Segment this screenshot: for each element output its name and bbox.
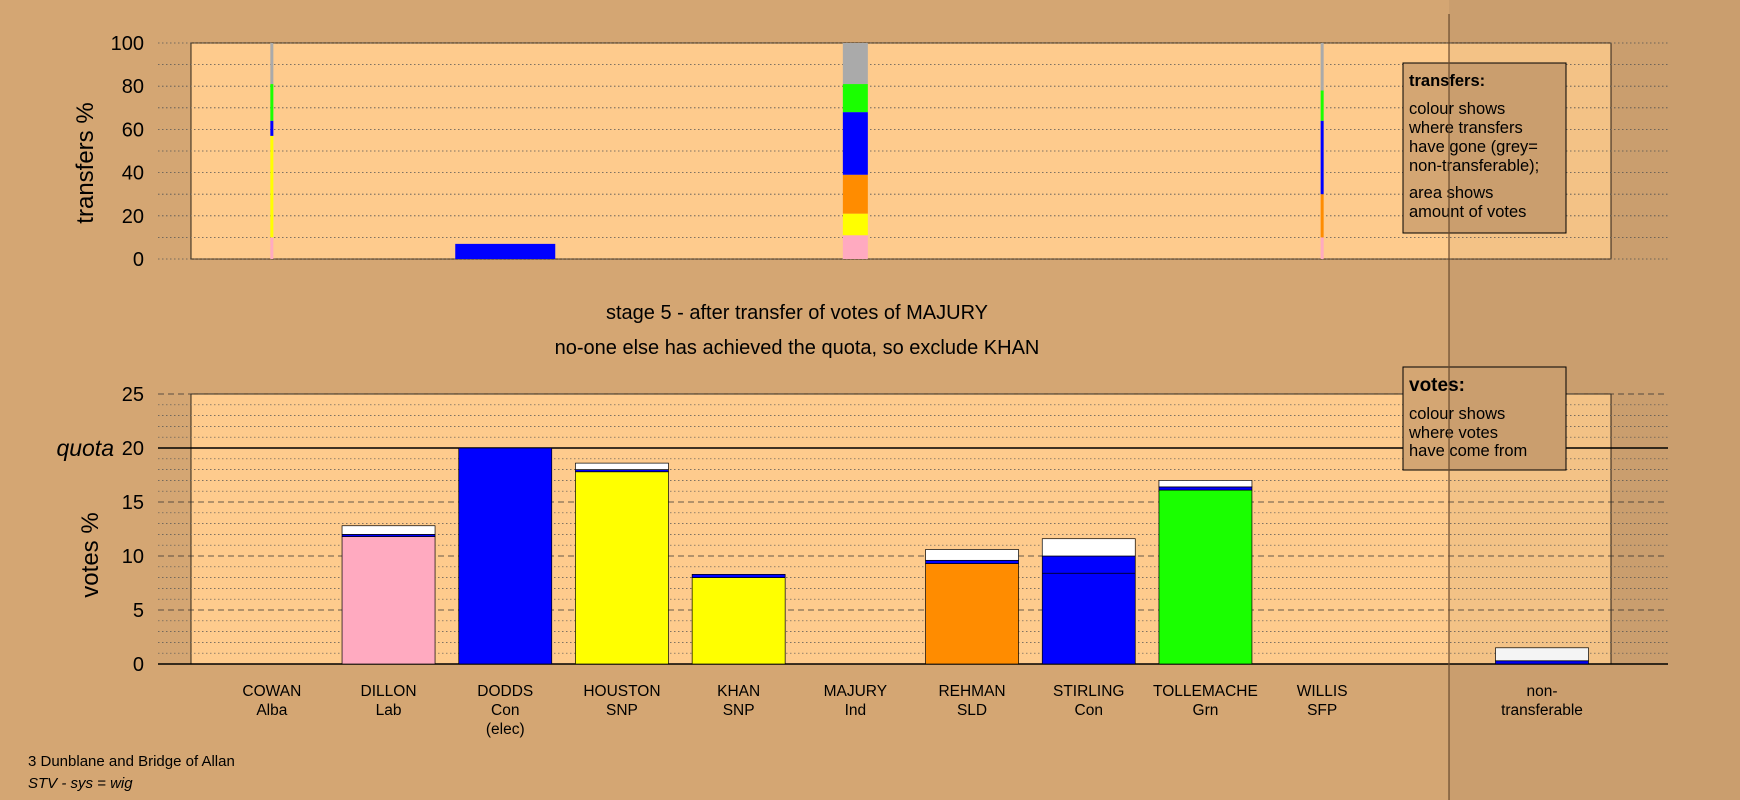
candidate-party: SFP — [1307, 702, 1337, 719]
transfer-bar-segment — [270, 43, 274, 85]
stage-subtitle: no-one else has achieved the quota, so e… — [555, 337, 1040, 359]
nontransferable-label: transferable — [1501, 702, 1583, 719]
candidate-labels: COWAN Alba DILLON Lab DODDS Con (elec) HOUSTON S… — [242, 683, 1583, 738]
transfers-tick-label: 100 — [111, 33, 144, 55]
nontransferable-label: non- — [1526, 683, 1557, 700]
votes-tick-label: 15 — [122, 492, 144, 514]
candidate-party: Con — [1075, 702, 1103, 719]
vote-bar-segment — [575, 471, 669, 665]
transfers-legend-line: have gone (grey= — [1409, 138, 1538, 156]
candidate-name: TOLLEMACHE — [1153, 683, 1258, 700]
transfers-tick-label: 80 — [122, 76, 144, 98]
transfers-legend-line: colour shows — [1409, 100, 1505, 118]
votes-legend-line: have come from — [1409, 442, 1527, 460]
candidate-party: Con — [491, 702, 519, 719]
transfer-bar-segment — [270, 135, 274, 238]
transfers-legend-line: area shows — [1409, 184, 1493, 202]
axis-tick-labels: 0 20 40 60 80 100 0 5 10 15 20 25 — [111, 33, 144, 676]
transfers-gridlines — [158, 42, 1668, 260]
transfers-legend-line: non-transferable); — [1409, 157, 1539, 175]
candidate-party: SNP — [606, 702, 638, 719]
votes-tick-label: 25 — [122, 384, 144, 406]
candidate-name: MAJURY — [824, 683, 887, 700]
candidate-party: Grn — [1193, 702, 1219, 719]
transfer-bar-segment — [455, 243, 556, 259]
stage-title: stage 5 - after transfer of votes of MAJ… — [606, 302, 988, 324]
transfer-bar-segment — [270, 237, 274, 259]
transfers-legend-line: where transfers — [1408, 119, 1523, 137]
candidate-party: SLD — [957, 702, 987, 719]
vote-bar-segment — [1158, 486, 1253, 491]
nontransferable-shade — [1449, 0, 1740, 800]
transfers-tick-label: 40 — [122, 163, 144, 185]
candidate-party: Ind — [845, 702, 867, 719]
votes-legend-line: where votes — [1408, 424, 1498, 442]
candidate-party: Lab — [376, 702, 402, 719]
vote-bar-segment — [1041, 538, 1136, 557]
transfer-bar-segment — [842, 43, 868, 85]
transfer-bar-segment — [842, 84, 868, 113]
votes-bars — [341, 447, 1589, 665]
candidate-name: HOUSTON — [583, 683, 660, 700]
vote-bar-segment — [341, 525, 436, 535]
votes-tick-label: 10 — [122, 546, 144, 568]
candidate-name: KHAN — [717, 683, 760, 700]
candidate-name: DODDS — [477, 683, 533, 700]
candidate-status: (elec) — [486, 721, 525, 738]
transfers-tick-label: 60 — [122, 119, 144, 141]
candidate-name: STIRLING — [1053, 683, 1124, 700]
vote-bar-segment — [1158, 489, 1253, 665]
vote-bar-segment — [691, 577, 786, 665]
transfers-legend: transfers: colour shows where transfers … — [1402, 62, 1567, 234]
nontransferable-bar-segment — [1495, 647, 1589, 662]
transfer-bar-segment — [842, 235, 868, 259]
candidate-party: Alba — [256, 702, 287, 719]
transfer-bar-segment — [1320, 90, 1324, 121]
vote-bar-segment — [458, 447, 553, 665]
votes-legend: votes: colour shows where votes have com… — [1402, 366, 1567, 471]
vote-bar-segment — [341, 536, 436, 665]
vote-bar-segment — [925, 563, 1019, 665]
votes-legend-line: colour shows — [1409, 405, 1505, 423]
candidate-name: COWAN — [242, 683, 301, 700]
vote-bar-segment — [1041, 555, 1136, 665]
candidate-name: WILLIS — [1297, 683, 1348, 700]
votes-legend-title: votes: — [1409, 375, 1465, 396]
transfer-bar-segment — [842, 213, 868, 236]
transfer-bar-segment — [1320, 194, 1324, 238]
transfers-axis-label: transfers % — [72, 102, 99, 223]
transfers-tick-label: 0 — [133, 249, 144, 271]
votes-axis-label: votes % — [77, 512, 104, 597]
vote-bar-segment — [925, 549, 1019, 561]
transfers-tick-label: 20 — [122, 206, 144, 228]
transfer-bar-segment — [842, 174, 868, 214]
transfer-bar-segment — [842, 112, 868, 175]
vote-bar-segment — [691, 574, 786, 578]
votes-tick-label: 20 — [122, 438, 144, 460]
votes-tick-label: 0 — [133, 654, 144, 676]
transfer-bar-segment — [270, 120, 274, 136]
quota-label: quota — [56, 435, 114, 461]
vote-bar-segment — [575, 462, 669, 470]
transfers-bars — [270, 43, 1324, 259]
candidate-name: DILLON — [361, 683, 417, 700]
transfer-bar-segment — [270, 84, 274, 121]
transfer-bar-segment — [1320, 237, 1324, 259]
candidate-party: SNP — [723, 702, 755, 719]
votes-tick-label: 5 — [133, 600, 144, 622]
candidate-name: REHMAN — [938, 683, 1005, 700]
transfer-bar-segment — [1320, 120, 1324, 195]
transfer-bar-segment — [1320, 43, 1324, 91]
transfers-legend-title: transfers: — [1409, 72, 1485, 90]
footer-system: STV - sys = wig — [28, 775, 133, 792]
vote-bar-segment — [925, 559, 1019, 564]
footer-ward: 3 Dunblane and Bridge of Allan — [28, 753, 235, 770]
transfers-legend-line: amount of votes — [1409, 203, 1526, 221]
vote-bar-segment — [1158, 480, 1253, 488]
